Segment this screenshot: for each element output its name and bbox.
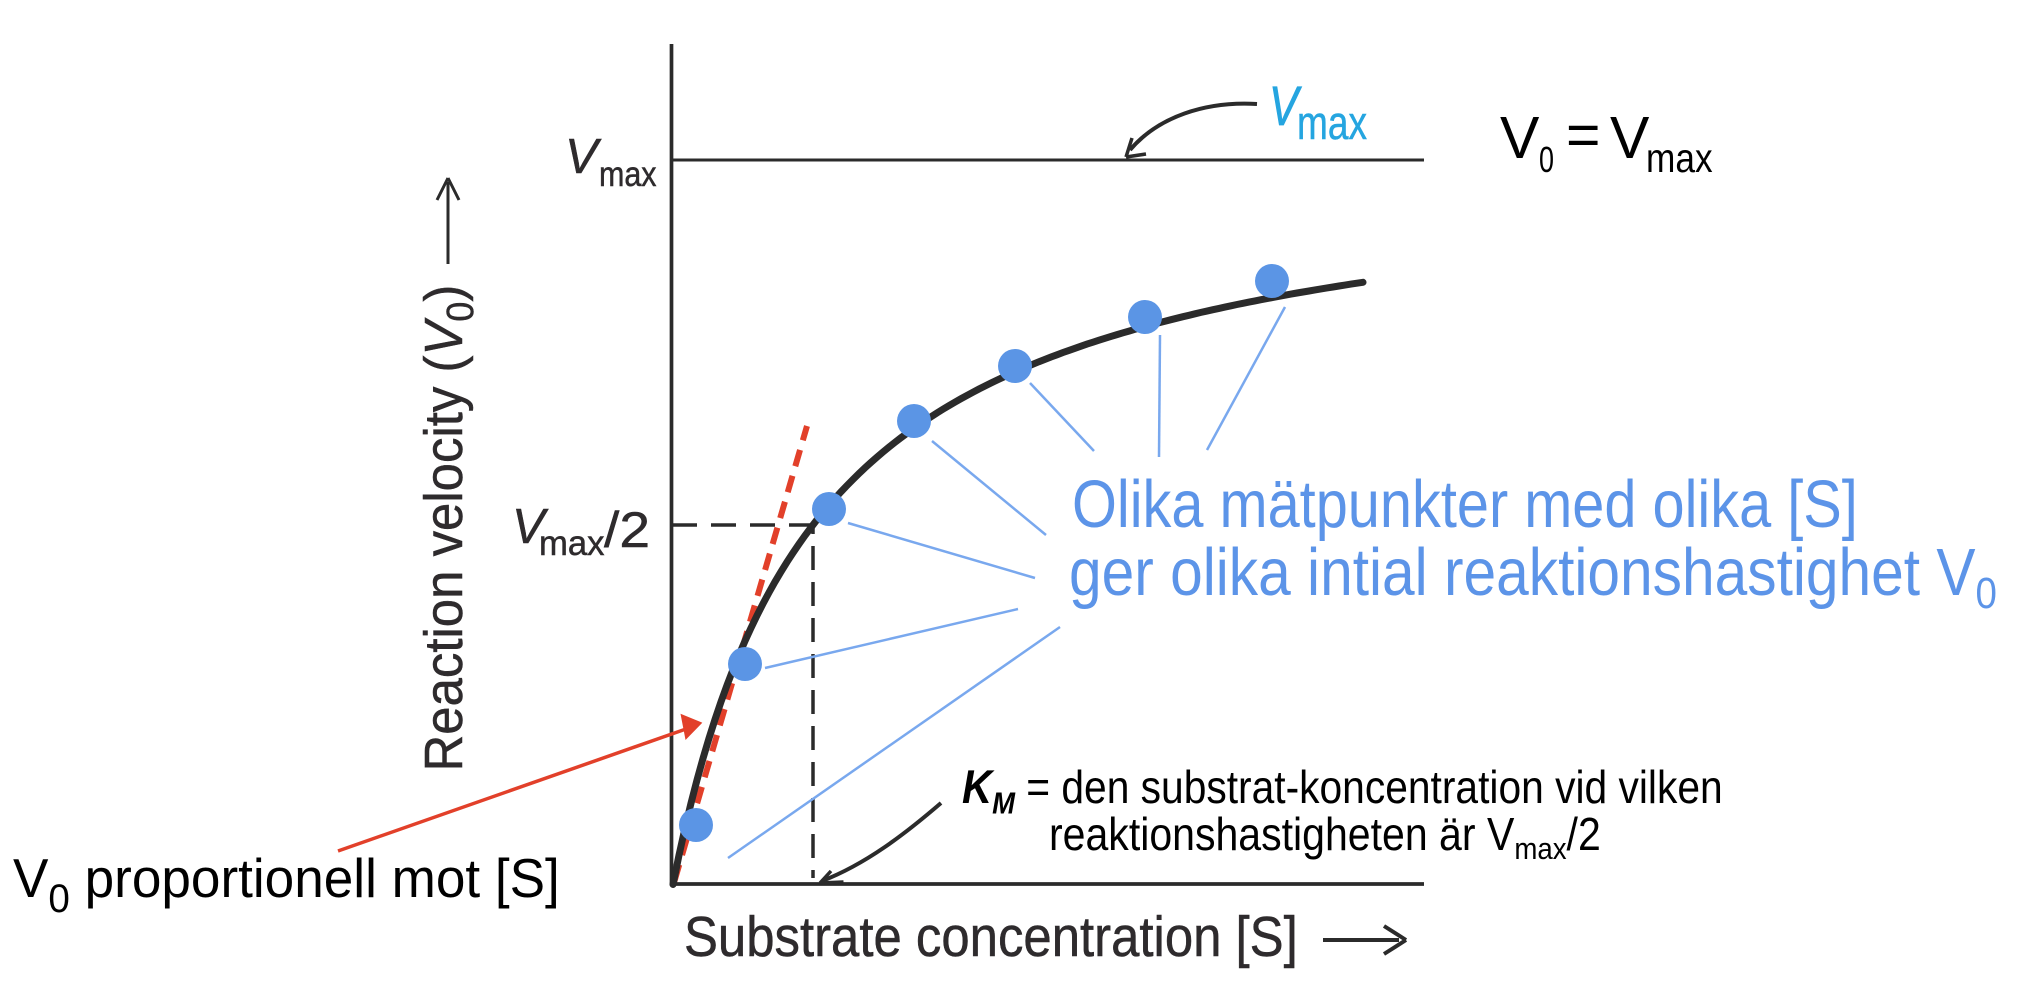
svg-text:V: V (1269, 74, 1302, 137)
svg-text:KM = den substrat-koncentratio: KM = den substrat-koncentration vid vilk… (962, 762, 1723, 821)
svg-text:Substrate concentration [S]: Substrate concentration [S] (684, 905, 1298, 968)
svg-text:ger olika intial reaktionshast: ger olika intial reaktionshastighet V0 (1069, 535, 1997, 617)
svg-text:Olika mätpunkter med olika [S]: Olika mätpunkter med olika [S] (1072, 467, 1858, 542)
svg-text:=: = (1566, 102, 1600, 168)
svg-text:/2: /2 (604, 502, 650, 558)
svg-text:V: V (565, 130, 602, 184)
svg-text:Reaction velocity (V0): Reaction velocity (V0) (414, 285, 482, 772)
svg-text:max: max (539, 524, 605, 563)
svg-text:max: max (599, 154, 657, 193)
svg-text:max: max (1646, 136, 1713, 182)
svg-text:V: V (1500, 105, 1540, 171)
svg-text:max: max (1297, 97, 1367, 149)
svg-text:reaktionshastigheten är Vmax/2: reaktionshastigheten är Vmax/2 (1049, 810, 1601, 866)
svg-text:V0 proportionell mot [S]: V0 proportionell mot [S] (13, 848, 560, 921)
svg-text:0: 0 (1539, 139, 1554, 180)
svg-text:V: V (1610, 105, 1650, 171)
svg-text:V: V (512, 500, 549, 554)
